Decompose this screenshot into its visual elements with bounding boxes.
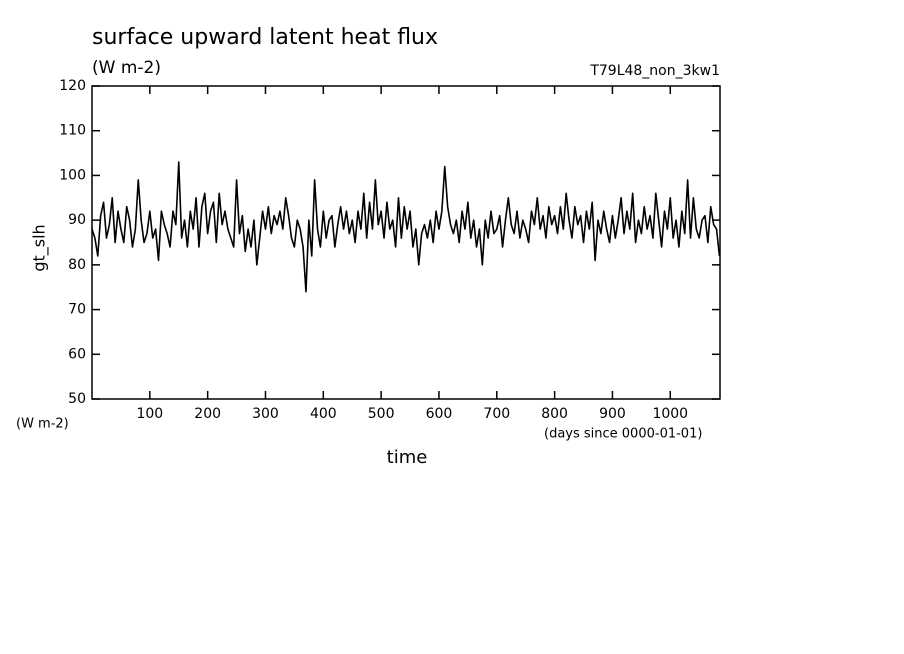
x-tick-label: 900: [599, 406, 626, 422]
y-tick-label: 110: [59, 123, 86, 139]
x-tick-label: 300: [252, 406, 279, 422]
x-axis-label: time: [387, 447, 428, 468]
x-tick-label: 700: [483, 406, 510, 422]
y-axis-label: gt_slh: [30, 224, 50, 271]
x-tick-label: 600: [426, 406, 453, 422]
x-tick-label: 500: [368, 406, 395, 422]
x-tick-label: 100: [136, 406, 163, 422]
y-units: (W m-2): [16, 417, 69, 432]
chart-subtitle: (W m-2): [92, 58, 161, 78]
y-tick-label: 120: [59, 78, 86, 94]
x-tick-label: 400: [310, 406, 337, 422]
y-tick-label: 100: [59, 167, 86, 183]
x-tick-label: 1000: [652, 406, 688, 422]
y-tick-label: 70: [68, 302, 86, 318]
plot-frame: [91, 85, 721, 400]
y-tick-label: 80: [68, 257, 86, 273]
y-tick-label: 50: [68, 391, 86, 407]
y-tick-label: 60: [68, 346, 86, 362]
x-tick-label: 200: [194, 406, 221, 422]
x-units: (days since 0000-01-01): [544, 427, 702, 442]
chart-title: surface upward latent heat flux: [92, 25, 438, 50]
x-tick-label: 800: [541, 406, 568, 422]
y-tick-label: 90: [68, 212, 86, 228]
data-line: [91, 161, 721, 293]
run-label: T79L48_non_3kw1: [589, 63, 720, 79]
